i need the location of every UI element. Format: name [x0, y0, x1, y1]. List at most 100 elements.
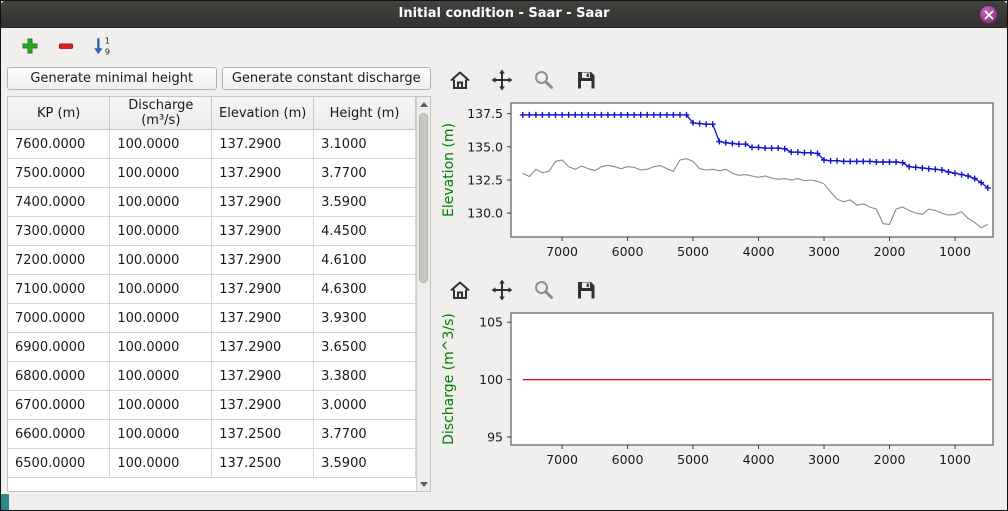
table-cell[interactable]: 100.0000 [109, 361, 213, 391]
table-row[interactable]: 7100.0000 100.0000 137.2900 4.6300 [8, 274, 416, 304]
table-cell[interactable]: 7200.0000 [8, 245, 111, 275]
table-cell[interactable]: 3.7700 [313, 419, 416, 449]
generate-constant-discharge-button[interactable]: Generate constant discharge [221, 67, 431, 90]
table-cell[interactable]: 7500.0000 [8, 158, 111, 188]
table-cell[interactable]: 7300.0000 [8, 216, 111, 246]
column-header[interactable]: Elevation (m) [211, 97, 315, 130]
svg-text:132.5: 132.5 [467, 172, 503, 187]
table-cell[interactable]: 137.2900 [211, 390, 315, 420]
table-cell[interactable]: 100.0000 [109, 158, 213, 188]
home-button[interactable] [447, 67, 473, 93]
table-cell[interactable]: 100.0000 [109, 187, 213, 217]
table-row[interactable]: 6700.0000 100.0000 137.2900 3.0000 [8, 390, 416, 420]
table-cell[interactable]: 137.2900 [211, 274, 315, 304]
titlebar[interactable]: Initial condition - Saar - Saar [1, 1, 1007, 28]
table-cell[interactable]: 137.2900 [211, 361, 315, 391]
scrollbar-thumb[interactable] [419, 113, 428, 283]
column-header[interactable]: KP (m) [8, 97, 111, 130]
table-cell[interactable]: 7400.0000 [8, 187, 111, 217]
elevation-chart[interactable]: 7000 6000 5000 4000 3000 2000 1000 130.0 132.5 13… [437, 95, 1001, 275]
table-cell[interactable]: 137.2900 [211, 332, 315, 362]
magnifier-icon [535, 71, 553, 89]
table-cell[interactable]: 100.0000 [109, 448, 213, 478]
right-panel: 7000 6000 5000 4000 3000 2000 1000 130.0 132.5 13… [437, 65, 1003, 494]
table-cell[interactable]: 100.0000 [109, 274, 213, 304]
window-title: Initial condition - Saar - Saar [398, 6, 610, 21]
table-cell[interactable]: 3.5900 [313, 187, 416, 217]
table-cell[interactable]: 6900.0000 [8, 332, 111, 362]
table-cell[interactable]: 3.3800 [313, 361, 416, 391]
column-header[interactable]: Discharge (m³/s) [109, 97, 213, 130]
table-cell[interactable]: 4.4500 [313, 216, 416, 246]
pan-button[interactable] [489, 67, 515, 93]
table-cell[interactable]: 100.0000 [109, 390, 213, 420]
close-button[interactable] [979, 5, 998, 24]
zoom-button[interactable] [531, 277, 557, 303]
generate-minimal-height-button[interactable]: Generate minimal height [7, 67, 217, 90]
table-cell[interactable]: 137.2500 [211, 419, 315, 449]
table-cell[interactable]: 100.0000 [109, 303, 213, 333]
table-cell[interactable]: 137.2900 [211, 303, 315, 333]
table-cell[interactable]: 7100.0000 [8, 274, 111, 304]
table-row[interactable]: 7000.0000 100.0000 137.2900 3.9300 [8, 303, 416, 333]
table-row[interactable]: 6900.0000 100.0000 137.2900 3.6500 [8, 332, 416, 362]
table-row[interactable]: 6600.0000 100.0000 137.2500 3.7700 [8, 419, 416, 449]
table-cell[interactable]: 137.2900 [211, 187, 315, 217]
table-cell[interactable]: 137.2900 [211, 129, 315, 159]
table-cell[interactable]: 6500.0000 [8, 448, 111, 478]
svg-text:Elevation (m): Elevation (m) [441, 123, 457, 217]
app-toolbar: 1 9 [1, 28, 1007, 64]
svg-text:9: 9 [105, 46, 110, 56]
discharge-chart[interactable]: 7000 6000 5000 4000 3000 2000 1000 95 100 105 Disc… [437, 305, 1001, 483]
table-cell[interactable]: 4.6100 [313, 245, 416, 275]
save-button[interactable] [573, 67, 599, 93]
save-button[interactable] [573, 277, 599, 303]
table-cell[interactable]: 3.1000 [313, 129, 416, 159]
table-cell[interactable]: 100.0000 [109, 419, 213, 449]
scroll-down-arrow[interactable] [417, 477, 431, 491]
scroll-up-arrow[interactable] [417, 97, 431, 111]
table-cell[interactable]: 7600.0000 [8, 129, 111, 159]
svg-text:4000: 4000 [743, 244, 775, 259]
table-cell[interactable]: 3.7700 [313, 158, 416, 188]
table-row[interactable]: 6800.0000 100.0000 137.2900 3.3800 [8, 361, 416, 391]
table-cell[interactable]: 100.0000 [109, 129, 213, 159]
table-cell[interactable]: 6700.0000 [8, 390, 111, 420]
table-cell[interactable]: 6600.0000 [8, 419, 111, 449]
table-cell[interactable]: 100.0000 [109, 216, 213, 246]
table-header-row: KP (m) Discharge (m³/s) Elevation (m) Heigh… [8, 97, 416, 130]
table-row[interactable]: 7400.0000 100.0000 137.2900 3.5900 [8, 187, 416, 217]
svg-text:Discharge (m^3/s): Discharge (m^3/s) [441, 313, 457, 445]
table-cell[interactable]: 137.2900 [211, 245, 315, 275]
table-cell[interactable]: 3.9300 [313, 303, 416, 333]
save-icon [578, 72, 595, 89]
table-scrollbar[interactable] [416, 97, 430, 491]
table-cell[interactable]: 100.0000 [109, 332, 213, 362]
sort-button[interactable]: 1 9 [89, 33, 115, 59]
table-row[interactable]: 7500.0000 100.0000 137.2900 3.7700 [8, 158, 416, 188]
zoom-button[interactable] [531, 67, 557, 93]
delete-row-button[interactable] [53, 33, 79, 59]
table-row[interactable]: 6500.0000 100.0000 137.2500 3.5900 [8, 448, 416, 478]
table-cell[interactable]: 4.6300 [313, 274, 416, 304]
table-cell[interactable]: 3.5900 [313, 448, 416, 478]
table-cell[interactable]: 3.0000 [313, 390, 416, 420]
home-button[interactable] [447, 277, 473, 303]
table-row[interactable]: 7600.0000 100.0000 137.2900 3.1000 [8, 129, 416, 159]
table-cell[interactable]: 137.2500 [211, 448, 315, 478]
table-row[interactable]: 7200.0000 100.0000 137.2900 4.6100 [8, 245, 416, 275]
triangle-down-icon [420, 481, 428, 487]
table-cell[interactable]: 100.0000 [109, 245, 213, 275]
table-cell[interactable]: 137.2900 [211, 216, 315, 246]
svg-text:7000: 7000 [546, 452, 578, 467]
table-cell[interactable]: 3.6500 [313, 332, 416, 362]
svg-text:100: 100 [479, 372, 503, 387]
table-cell[interactable]: 7000.0000 [8, 303, 111, 333]
pan-button[interactable] [489, 277, 515, 303]
table-row[interactable]: 7300.0000 100.0000 137.2900 4.4500 [8, 216, 416, 246]
add-row-button[interactable] [17, 33, 43, 59]
table-cell[interactable]: 6800.0000 [8, 361, 111, 391]
svg-text:130.0: 130.0 [467, 206, 503, 221]
column-header[interactable]: Height (m) [313, 97, 416, 130]
table-cell[interactable]: 137.2900 [211, 158, 315, 188]
